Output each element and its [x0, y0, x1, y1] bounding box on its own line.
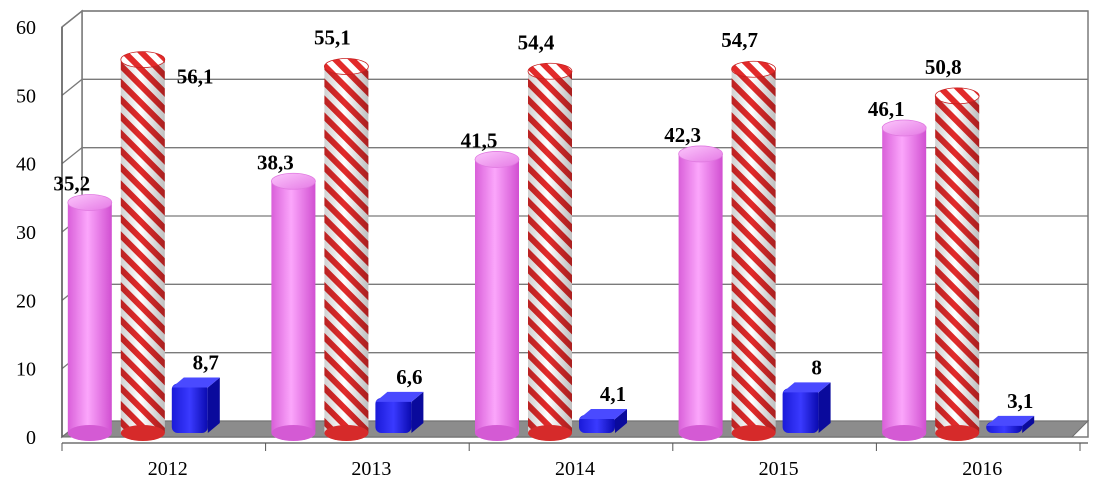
- axes: 0 10 20 30 40 50 60 2012 2013 2014 2015 2016: [16, 17, 1088, 480]
- bar-bottom: [324, 425, 369, 441]
- bar-top: [579, 408, 627, 419]
- bar-bottom: [120, 425, 165, 441]
- bar: [678, 145, 723, 441]
- bar-bottom: [935, 425, 980, 441]
- bar-bottom: [731, 425, 776, 441]
- data-label: 3,1: [1007, 389, 1033, 413]
- data-label: 41,5: [461, 128, 498, 152]
- bar-front: [171, 383, 208, 433]
- y-tick-label: 50: [16, 85, 36, 107]
- bar-shade: [731, 69, 776, 433]
- bar-shade: [528, 71, 572, 434]
- data-label: 42,3: [664, 123, 701, 147]
- bar: [171, 377, 220, 433]
- x-tick-label: 2015: [759, 458, 799, 480]
- bar: [881, 119, 927, 441]
- bar: [731, 60, 776, 441]
- bar-bottom: [528, 425, 572, 441]
- bar-top: [934, 87, 980, 105]
- bar-side: [818, 382, 831, 433]
- bar: [527, 62, 573, 441]
- bar-body: [475, 159, 519, 433]
- bar-top: [527, 62, 573, 80]
- bar: [782, 382, 831, 433]
- bar-side: [615, 408, 627, 433]
- bar: [375, 391, 424, 433]
- y-tick-label: 20: [16, 290, 36, 312]
- bar-top: [270, 172, 316, 190]
- bar-body: [271, 181, 316, 433]
- data-label: 38,3: [257, 150, 294, 174]
- data-label: 6,6: [396, 365, 422, 389]
- data-label: 35,2: [53, 171, 90, 195]
- bars: [67, 51, 1035, 441]
- bar: [934, 87, 980, 441]
- bar-bottom: [67, 425, 112, 441]
- bar-body: [882, 127, 927, 433]
- y-tick-label: 10: [16, 359, 36, 381]
- bar-top: [67, 194, 113, 211]
- bar-front: [782, 388, 819, 433]
- bar-side: [411, 391, 424, 433]
- data-label: 8: [811, 355, 822, 379]
- y-tick-label: 40: [16, 154, 36, 176]
- bar-top: [474, 151, 520, 168]
- data-label: 54,7: [721, 28, 758, 52]
- data-label: 54,4: [518, 30, 555, 54]
- bar-top: [881, 119, 927, 137]
- bar-top: [323, 58, 369, 75]
- bar-bottom: [271, 425, 316, 441]
- bar-top: [678, 145, 723, 163]
- bar: [474, 151, 520, 441]
- bar-front: [579, 414, 615, 433]
- bar-shade: [935, 95, 980, 433]
- bar-top: [782, 382, 831, 393]
- bar-top: [986, 415, 1035, 426]
- bar: [579, 408, 627, 433]
- bar-side: [207, 377, 220, 433]
- bar-top: [120, 51, 166, 69]
- data-label: 4,1: [600, 382, 626, 406]
- data-labels: 35,2 56,1 8,7 38,3 55,1 6,6 41,5 54,4 4,1 42,3 54,…: [53, 25, 1033, 412]
- y-tick-label: 30: [16, 222, 36, 244]
- bar: [986, 415, 1035, 433]
- bar-front: [375, 397, 412, 433]
- bar-bottom: [678, 425, 723, 441]
- bar-top: [731, 60, 776, 78]
- bar: [67, 194, 113, 441]
- bar-bottom: [882, 425, 927, 441]
- bar-top: [171, 377, 220, 388]
- bar: [323, 58, 369, 441]
- x-tick-label: 2012: [148, 458, 188, 480]
- y-tick-label: 0: [26, 427, 36, 449]
- data-label: 56,1: [177, 65, 214, 89]
- data-label: 55,1: [314, 25, 351, 49]
- bar: [120, 51, 166, 441]
- x-tick-label: 2016: [962, 458, 1002, 480]
- bar-shade: [120, 59, 165, 434]
- bar-top: [375, 391, 424, 402]
- data-label: 8,7: [193, 351, 219, 375]
- bar-side: [1022, 415, 1035, 433]
- x-tick-label: 2014: [555, 458, 595, 480]
- gridline: [61, 10, 1088, 28]
- bar-bottom: [475, 425, 519, 441]
- data-label: 50,8: [925, 55, 962, 79]
- data-label: 46,1: [868, 97, 905, 121]
- bar: [270, 172, 316, 441]
- bar-shade: [324, 66, 369, 433]
- bar-body: [67, 202, 112, 433]
- y-tick-label: 60: [16, 17, 36, 39]
- x-tick-label: 2013: [351, 458, 391, 480]
- bar-body: [678, 153, 723, 433]
